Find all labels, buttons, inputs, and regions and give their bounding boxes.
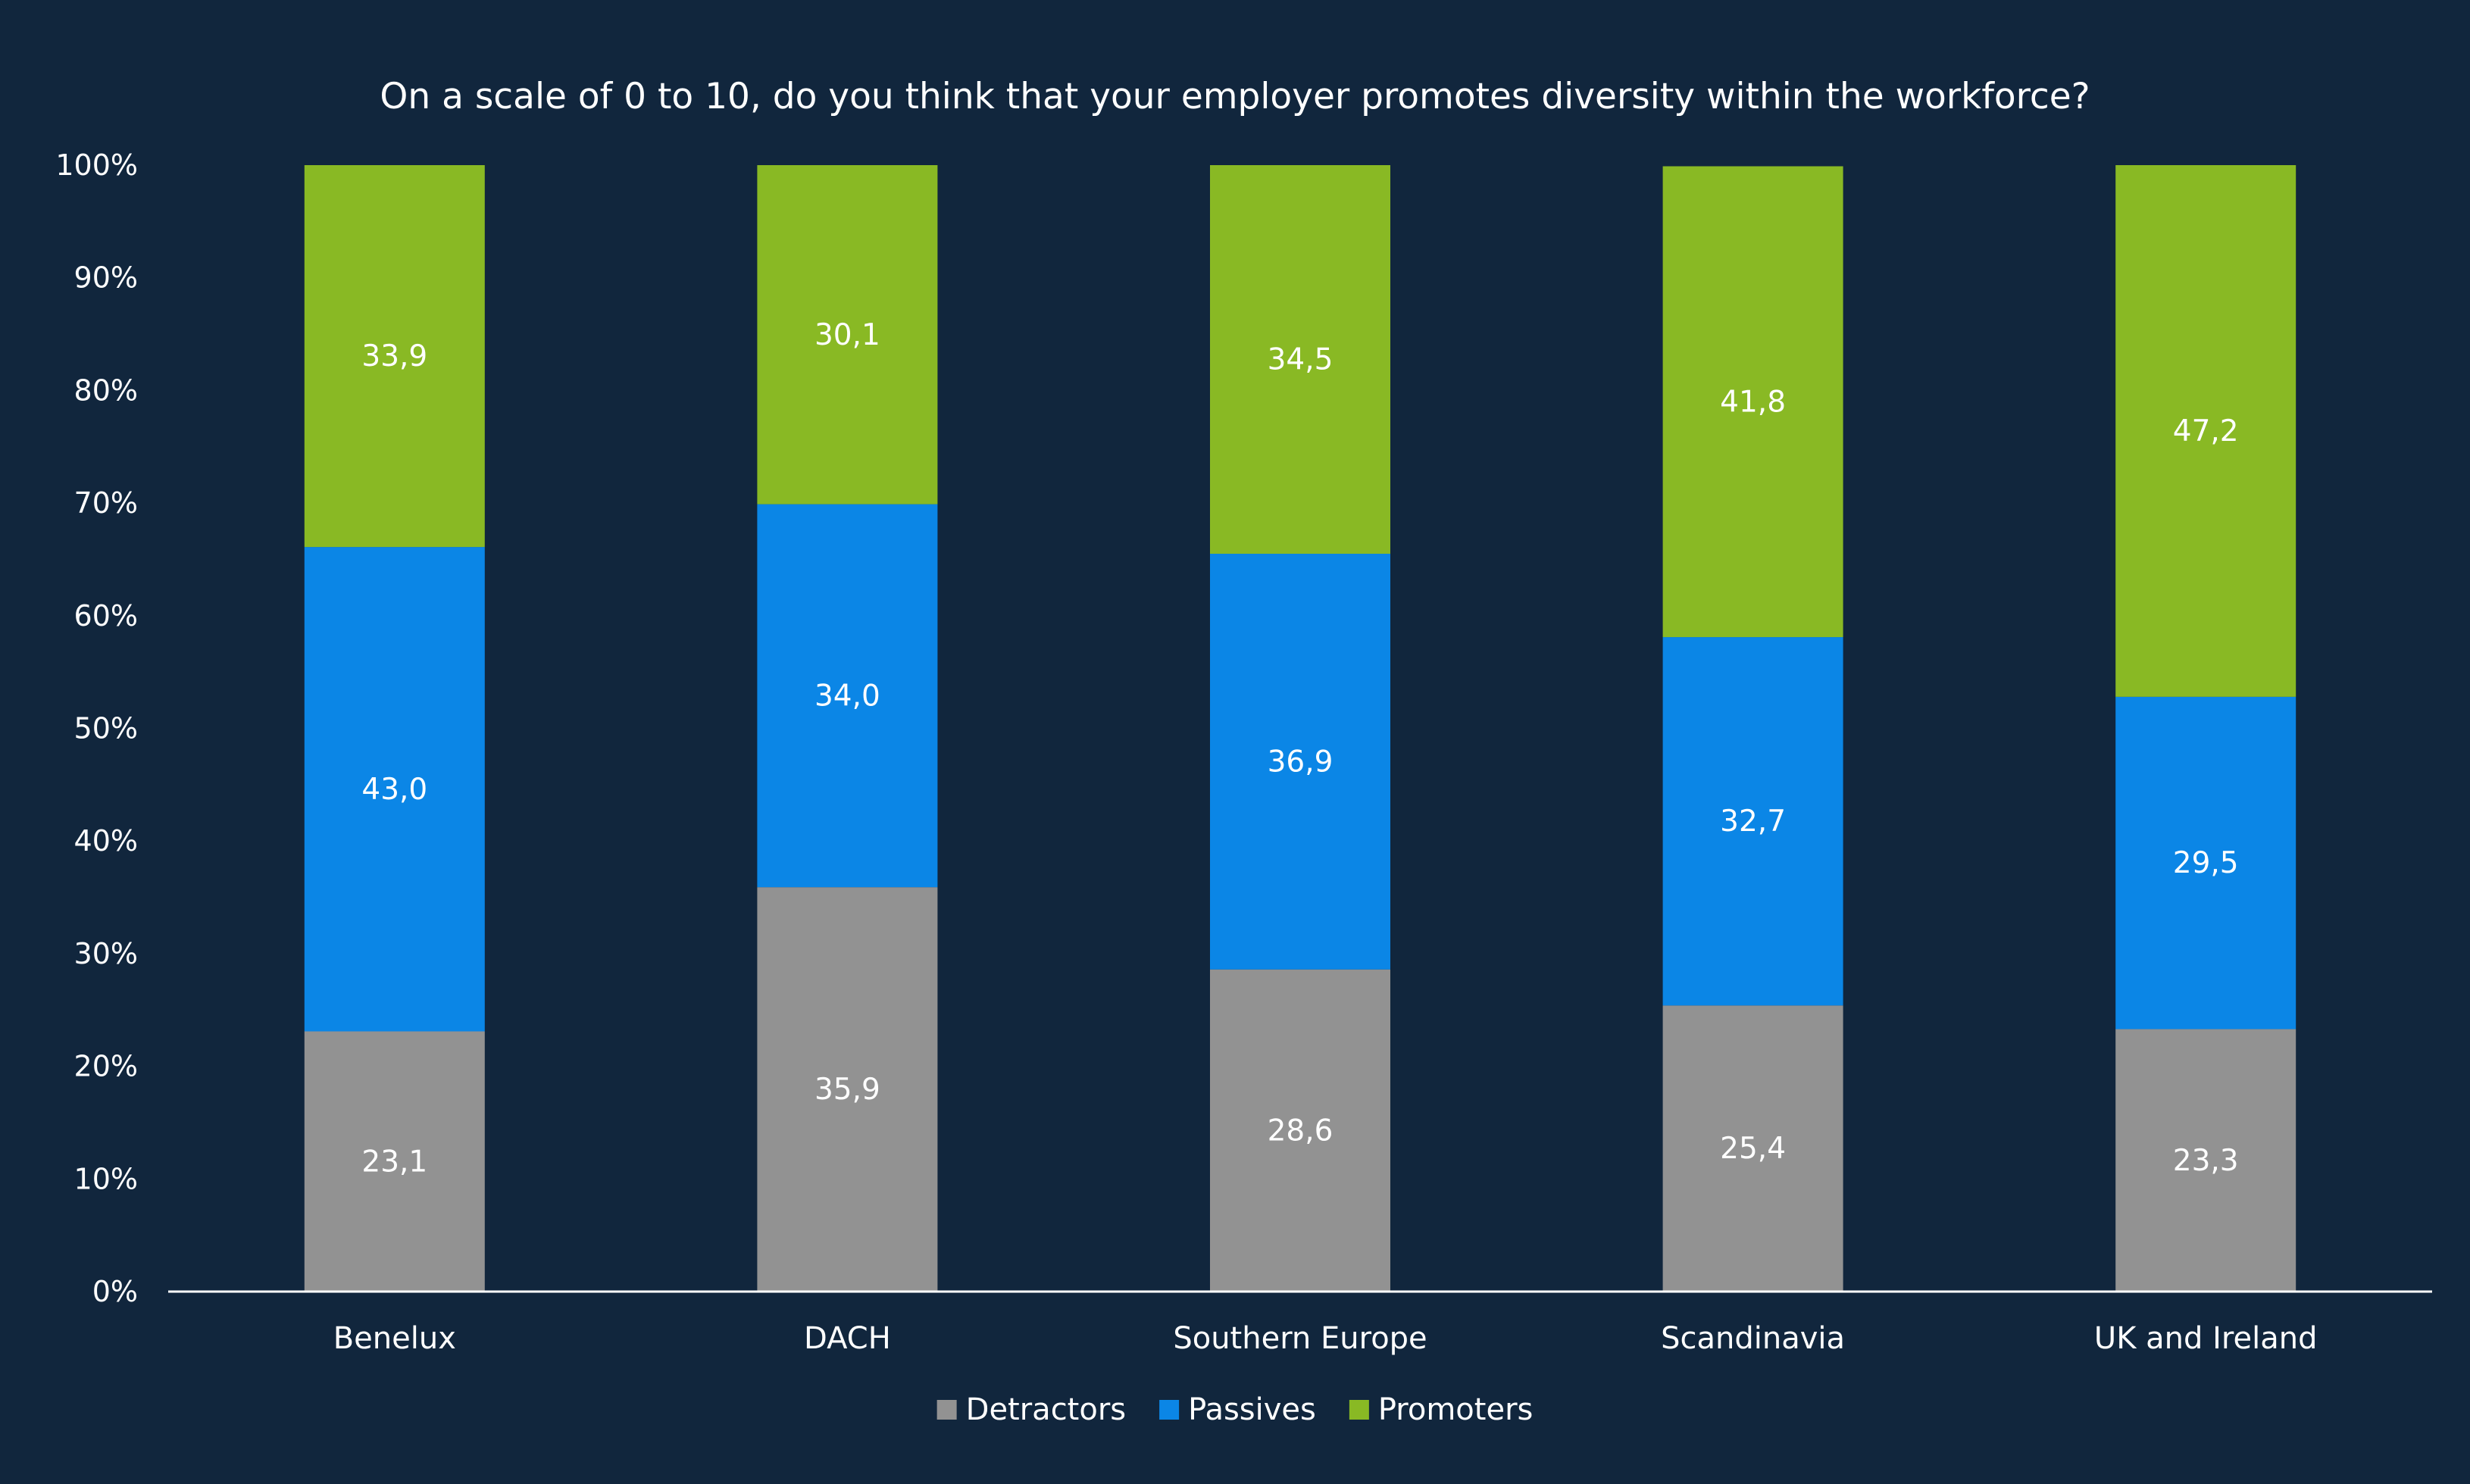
bar-segment-passives — [757, 504, 938, 888]
data-label: 34,5 — [1268, 343, 1333, 377]
bar-segment-passives — [1210, 554, 1390, 970]
data-label: 35,9 — [814, 1073, 880, 1107]
y-tick-label: 90% — [74, 261, 138, 295]
bar-segment-promoters — [2115, 165, 2296, 697]
category-label: Benelux — [333, 1321, 456, 1356]
bar-segment-detractors — [1662, 1005, 1843, 1292]
legend: Detractors Passives Promoters — [936, 1392, 1533, 1427]
bar-segment-promoters — [304, 165, 485, 548]
data-label: 32,7 — [1720, 804, 1786, 839]
legend-swatch-detractors — [936, 1400, 957, 1420]
y-tick-label: 0% — [92, 1275, 138, 1308]
legend-label: Passives — [1188, 1392, 1316, 1427]
bar-segment-detractors — [2115, 1029, 2296, 1292]
data-label: 23,3 — [2173, 1144, 2239, 1178]
category-label: Scandinavia — [1661, 1321, 1845, 1356]
data-label: 47,2 — [2173, 414, 2239, 448]
bar-segment-detractors — [757, 887, 938, 1292]
legend-label: Promoters — [1378, 1392, 1533, 1427]
bar-segment-passives — [2115, 696, 2296, 1029]
data-label: 43,0 — [361, 773, 427, 807]
bars: 23,1 43,0 33,9 35,9 34,0 30,1 28,6 36,9 34,5 25,4… — [304, 165, 2296, 1292]
data-label: 29,5 — [2173, 846, 2239, 880]
y-tick-label: 100% — [55, 148, 138, 182]
y-tick-label: 50% — [74, 712, 138, 745]
data-label: 33,9 — [361, 339, 427, 373]
bar-segment-passives — [1662, 637, 1843, 1006]
y-tick-label: 20% — [74, 1050, 138, 1083]
bar-segment-detractors — [1210, 969, 1390, 1292]
data-label: 30,1 — [814, 318, 880, 352]
chart-title: On a scale of 0 to 10, do you think that… — [380, 76, 2090, 117]
category-label: UK and Ireland — [2094, 1321, 2318, 1356]
legend-label: Detractors — [966, 1392, 1126, 1427]
category-label: DACH — [804, 1321, 891, 1356]
category-label: Southern Europe — [1173, 1321, 1427, 1356]
legend-swatch-promoters — [1349, 1400, 1369, 1420]
bar-segment-promoters — [1210, 165, 1390, 555]
data-label: 36,9 — [1268, 745, 1333, 779]
data-label: 41,8 — [1720, 385, 1786, 419]
y-tick-label: 70% — [74, 486, 138, 520]
bar-segment-promoters — [1662, 166, 1843, 638]
category-labels: Benelux DACH Southern Europe Scandinavia UK … — [333, 1321, 2318, 1356]
data-label: 25,4 — [1720, 1132, 1786, 1166]
y-tick-label: 80% — [74, 373, 138, 407]
bar-segment-detractors — [304, 1031, 485, 1292]
data-label: 34,0 — [814, 679, 880, 713]
y-tick-label: 40% — [74, 824, 138, 858]
y-tick-label: 30% — [74, 937, 138, 970]
y-axis-ticks: 0% 10% 20% 30% 40% 50% 60% 70% 80% 90% 100% — [55, 148, 138, 1308]
legend-swatch-passives — [1159, 1400, 1180, 1420]
data-label: 28,6 — [1268, 1114, 1333, 1148]
data-label: 23,1 — [361, 1145, 427, 1179]
bar-segment-promoters — [757, 165, 938, 505]
y-tick-label: 10% — [74, 1162, 138, 1195]
y-tick-label: 60% — [74, 599, 138, 633]
bar-segment-passives — [304, 547, 485, 1032]
